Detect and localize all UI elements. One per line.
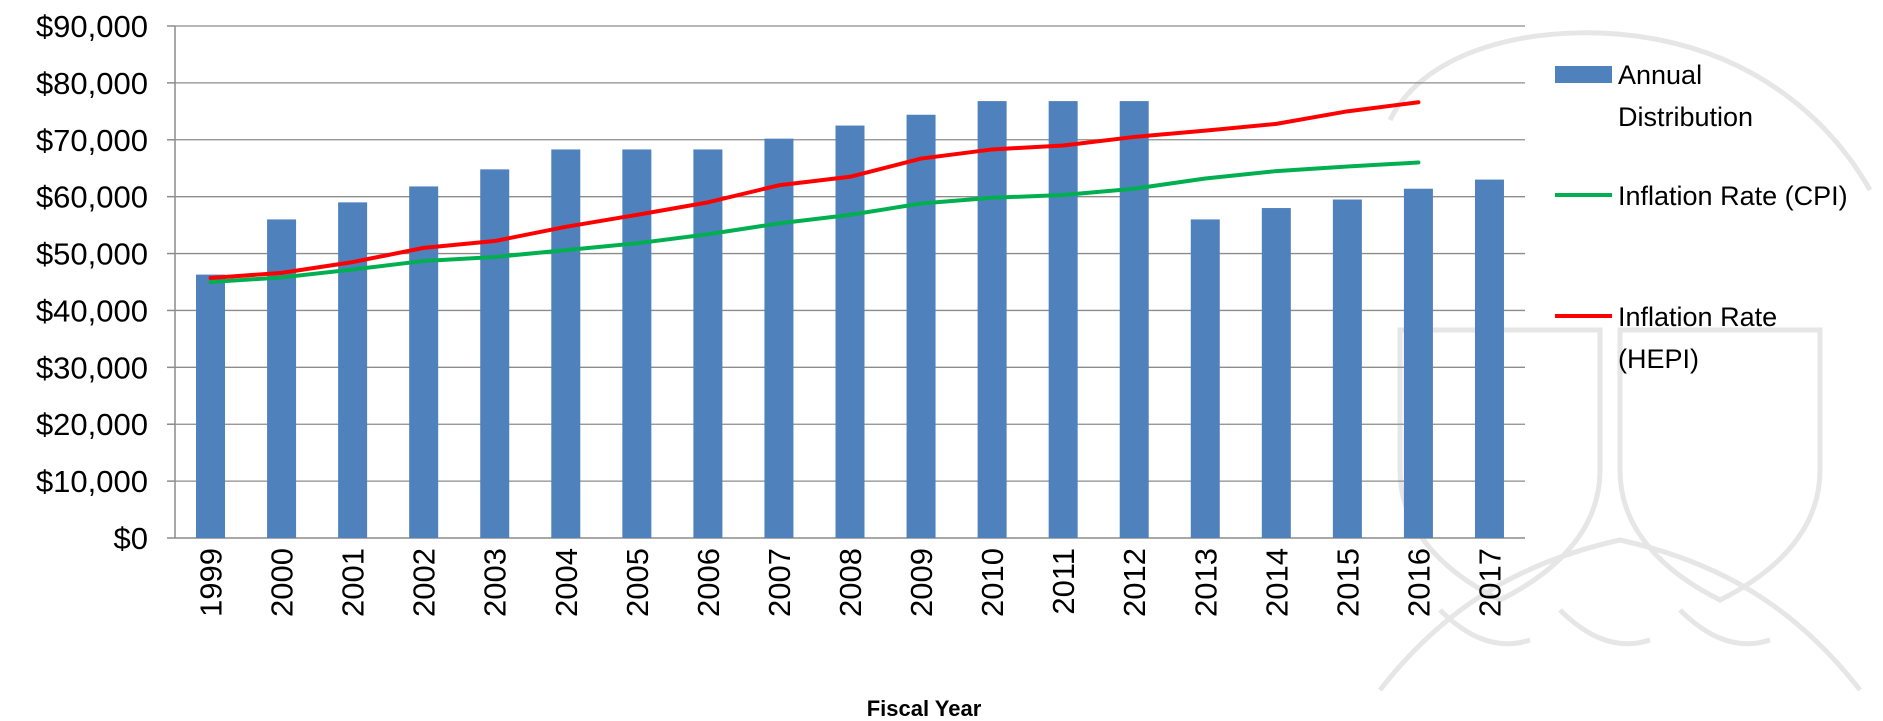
bar-annual-distribution-2014 — [1261, 208, 1291, 539]
legend-label: Inflation Rate (CPI) — [1618, 181, 1848, 211]
bar-annual-distribution-2017 — [1474, 179, 1504, 538]
x-tick-label: 2003 — [478, 548, 513, 617]
y-tick-label: $90,000 — [36, 9, 148, 44]
legend-item-2: Inflation Rate (HEPI) — [1555, 302, 1777, 374]
bar-annual-distribution-2001 — [338, 202, 368, 538]
y-tick-label: $80,000 — [36, 66, 148, 101]
y-tick-label: $0 — [114, 521, 148, 556]
x-tick-label: 2012 — [1117, 548, 1152, 617]
y-tick-label: $20,000 — [36, 407, 148, 442]
bar-annual-distribution-2015 — [1332, 199, 1362, 538]
x-tick-label: 2007 — [762, 548, 797, 617]
x-tick-label: 2017 — [1472, 548, 1507, 617]
bar-annual-distribution-2004 — [551, 149, 581, 538]
legend-item-1: Inflation Rate (CPI) — [1555, 181, 1848, 211]
x-tick-label: 1999 — [194, 548, 229, 617]
line-series — [208, 100, 1421, 284]
bar-annual-distribution-2008 — [835, 125, 865, 539]
legend-swatch-bar — [1555, 66, 1612, 83]
bar-annual-distribution-2009 — [906, 114, 936, 538]
y-axis-ticks: $0 $10,000 $20,000 $30,000 $40,000 $50,000 $60… — [36, 9, 148, 556]
x-tick-label: 2015 — [1330, 548, 1365, 617]
x-tick-label: 2005 — [620, 548, 655, 617]
x-tick-label: 2006 — [691, 548, 726, 617]
legend-label: Inflation Rate — [1618, 302, 1777, 332]
line-inflation-rate-hepi — [208, 100, 1421, 281]
legend-label: Distribution — [1618, 102, 1753, 132]
x-tick-label: 2013 — [1188, 548, 1223, 617]
bar-annual-distribution-2012 — [1119, 101, 1149, 539]
bar-annual-distribution-2000 — [267, 219, 297, 538]
y-tick-label: $70,000 — [36, 123, 148, 158]
bar-annual-distribution-2005 — [622, 149, 652, 538]
bar-series — [196, 101, 1504, 539]
x-axis-ticks: 1999 2000 2001 2002 2003 2004 2005 2006 2007 2008… — [194, 548, 1508, 617]
y-tick-label: $50,000 — [36, 237, 148, 272]
x-tick-label: 2011 — [1046, 548, 1081, 615]
bar-annual-distribution-2011 — [1048, 101, 1078, 539]
bar-annual-distribution-2002 — [409, 186, 439, 538]
x-tick-label: 2002 — [407, 548, 442, 617]
legend: Annual Distribution Inflation Rate (CPI) In… — [1555, 60, 1848, 374]
legend-label: Annual — [1618, 60, 1702, 90]
bar-annual-distribution-1999 — [196, 274, 226, 538]
bar-annual-distribution-2013 — [1190, 219, 1220, 538]
y-tick-label: $30,000 — [36, 350, 148, 385]
line-inflation-rate-cpi — [208, 160, 1421, 284]
x-tick-label: 2004 — [549, 548, 584, 617]
bar-annual-distribution-2003 — [480, 169, 510, 539]
x-tick-label: 2009 — [904, 548, 939, 617]
y-tick-label: $40,000 — [36, 293, 148, 328]
x-tick-label: 2010 — [975, 548, 1010, 617]
y-tick-label: $60,000 — [36, 180, 148, 215]
x-tick-label: 2001 — [336, 548, 371, 617]
legend-label: (HEPI) — [1618, 344, 1699, 374]
legend-item-0: Annual Distribution — [1555, 60, 1753, 132]
bar-annual-distribution-2007 — [764, 138, 794, 538]
y-tick-label: $10,000 — [36, 464, 148, 499]
x-tick-label: 2014 — [1259, 548, 1294, 617]
x-tick-label: 2000 — [265, 548, 300, 617]
bar-annual-distribution-2010 — [977, 101, 1007, 539]
x-tick-label: 2008 — [833, 548, 868, 617]
bar-annual-distribution-2006 — [693, 149, 723, 538]
x-axis-title: Fiscal Year — [867, 696, 982, 721]
x-tick-label: 2016 — [1401, 548, 1436, 617]
bar-annual-distribution-2016 — [1403, 188, 1433, 539]
